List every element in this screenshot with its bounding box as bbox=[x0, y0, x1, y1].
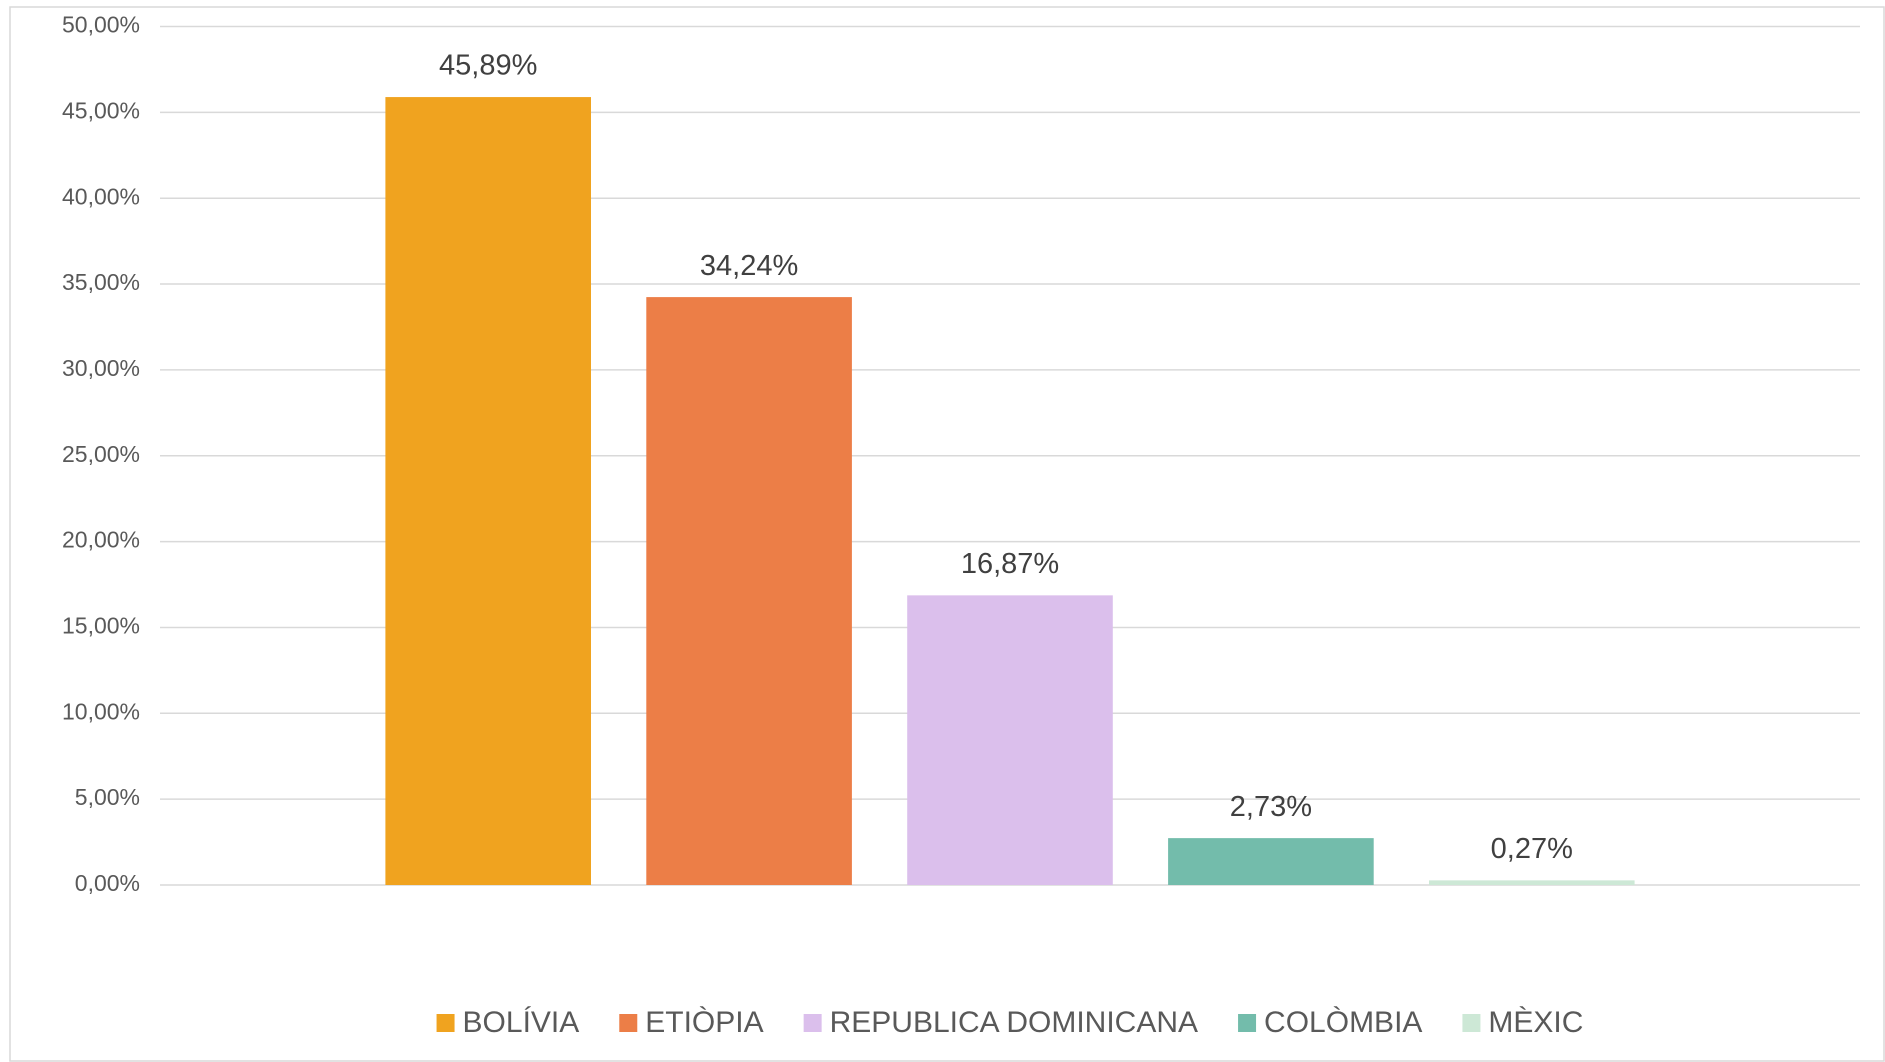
legend-swatch bbox=[1238, 1014, 1257, 1032]
y-tick-label: 45,00% bbox=[62, 97, 140, 123]
bar bbox=[1168, 838, 1374, 885]
y-tick-label: 15,00% bbox=[62, 613, 140, 639]
y-tick-label: 35,00% bbox=[62, 269, 140, 295]
legend-label: ETIÒPIA bbox=[645, 1006, 763, 1039]
bar bbox=[1429, 880, 1635, 885]
legend-swatch bbox=[1462, 1014, 1481, 1032]
y-tick-label: 0,00% bbox=[75, 870, 140, 896]
bar bbox=[385, 97, 591, 885]
y-tick-label: 50,00% bbox=[62, 12, 140, 38]
legend-label: MÈXIC bbox=[1488, 1006, 1583, 1039]
data-label: 45,89% bbox=[439, 50, 537, 82]
legend-label: REPUBLICA DOMINICANA bbox=[830, 1006, 1198, 1039]
legend-swatch bbox=[803, 1014, 822, 1032]
y-tick-label: 10,00% bbox=[62, 698, 140, 724]
y-tick-label: 5,00% bbox=[75, 784, 140, 810]
y-tick-label: 40,00% bbox=[62, 183, 140, 209]
data-label: 16,87% bbox=[961, 548, 1059, 580]
legend-label: COLÒMBIA bbox=[1264, 1006, 1422, 1039]
bar bbox=[646, 297, 852, 885]
data-label: 2,73% bbox=[1230, 791, 1312, 823]
y-tick-label: 30,00% bbox=[62, 355, 140, 381]
data-label: 0,27% bbox=[1491, 833, 1573, 865]
legend-swatch bbox=[619, 1014, 638, 1032]
legend-label: BOLÍVIA bbox=[463, 1006, 580, 1039]
y-tick-label: 25,00% bbox=[62, 441, 140, 467]
data-label: 34,24% bbox=[700, 250, 798, 282]
legend-swatch bbox=[436, 1014, 455, 1032]
y-tick-label: 20,00% bbox=[62, 527, 140, 553]
chart-border bbox=[9, 6, 1885, 1062]
bar bbox=[907, 595, 1113, 885]
